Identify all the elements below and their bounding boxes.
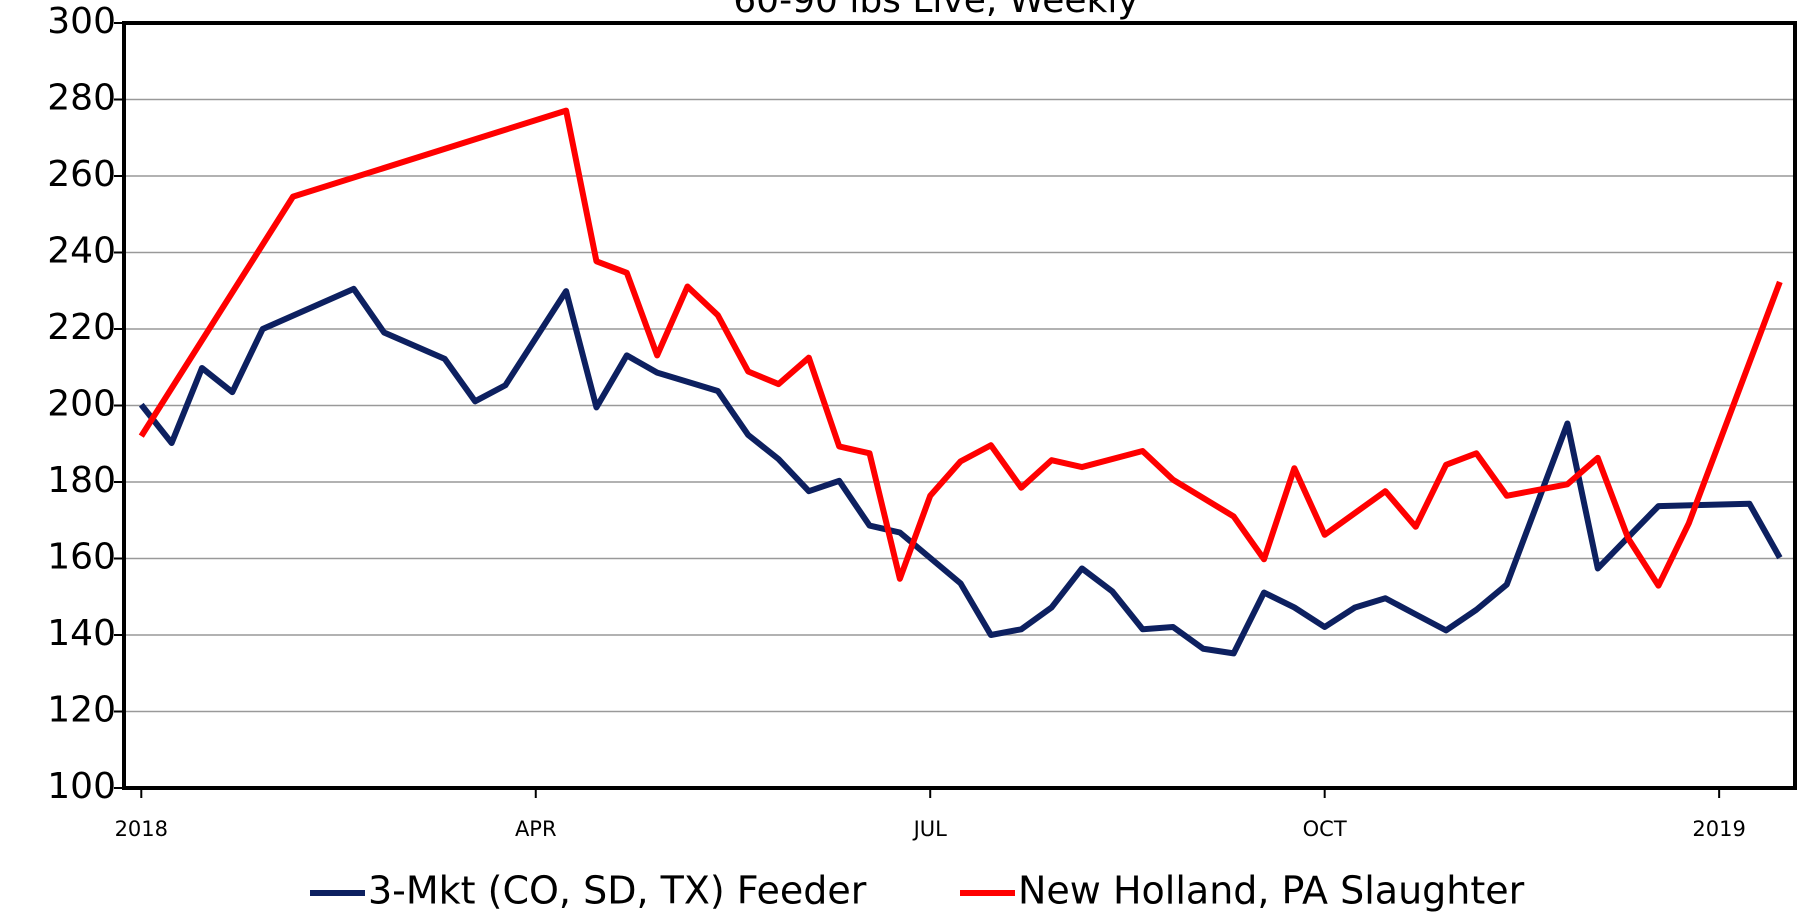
y-tick-label: 260: [47, 154, 116, 195]
y-tick-label: 180: [47, 460, 116, 501]
y-tick-label: 280: [47, 78, 116, 119]
x-tick-label: OCT: [1303, 817, 1347, 841]
plot-frame: [122, 21, 1797, 790]
x-tick-label: 2018: [115, 817, 168, 841]
x-tick-label: APR: [515, 817, 557, 841]
y-tick-label: 200: [47, 384, 116, 425]
x-tick-label: 2019: [1692, 817, 1745, 841]
x-tick-label: JUL: [912, 817, 948, 841]
legend-label: 3-Mkt (CO, SD, TX) Feeder: [368, 869, 867, 913]
series-line: [138, 107, 1783, 589]
chart-title: 60-90 lbs Live, Weekly: [733, 0, 1138, 21]
y-tick-label: 160: [47, 537, 116, 578]
y-tick-label: 100: [47, 766, 116, 807]
y-tick-label: 240: [47, 231, 116, 272]
y-tick-label: 120: [47, 690, 116, 731]
legend-label: New Holland, PA Slaughter: [1018, 869, 1525, 913]
y-tick-label: 140: [47, 613, 116, 654]
y-tick-label: 300: [47, 1, 116, 42]
y-tick-label: 220: [47, 307, 116, 348]
series-line: [138, 285, 1783, 657]
